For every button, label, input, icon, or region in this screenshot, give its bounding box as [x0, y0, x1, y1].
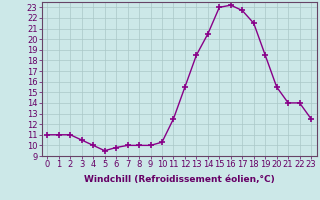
- X-axis label: Windchill (Refroidissement éolien,°C): Windchill (Refroidissement éolien,°C): [84, 175, 275, 184]
